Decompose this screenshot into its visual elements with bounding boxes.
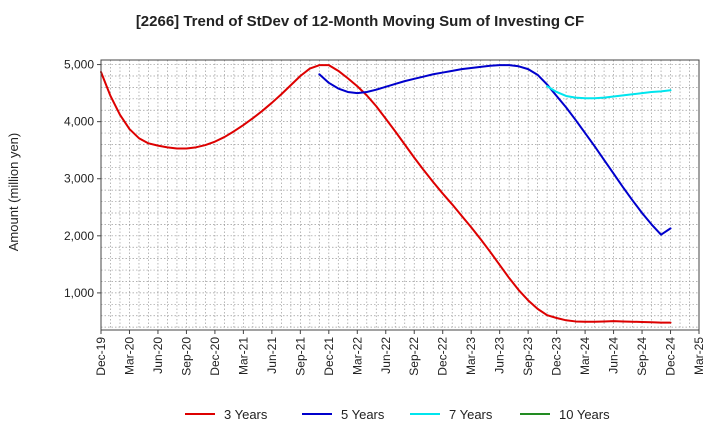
y-tick-label: 1,000 (64, 286, 94, 300)
x-tick-label: Dec-19 (94, 337, 108, 376)
y-tick-label: 5,000 (64, 58, 94, 72)
x-tick-label: Mar-20 (122, 337, 136, 375)
series-layer (100, 64, 672, 324)
y-tick-label: 4,000 (64, 115, 94, 129)
y-axis-label: Amount (million yen) (6, 133, 21, 252)
legend-label: 10 Years (559, 407, 610, 422)
x-tick-label: Mar-21 (236, 337, 250, 375)
x-tick-label: Jun-22 (379, 337, 393, 374)
x-tick-label: Mar-23 (464, 337, 478, 375)
x-tick-label: Dec-24 (664, 337, 678, 376)
series-line-3-years (100, 64, 672, 324)
grid-layer (101, 60, 699, 330)
x-tick-label: Jun-21 (265, 337, 279, 374)
x-tick-label: Dec-23 (550, 337, 564, 376)
legend-label: 3 Years (224, 407, 268, 422)
chart-title: [2266] Trend of StDev of 12-Month Moving… (136, 13, 584, 30)
x-tick-label: Dec-22 (436, 337, 450, 376)
series-line-7-years (546, 85, 672, 100)
series-line-5-years (318, 64, 672, 236)
x-tick-label: Jun-24 (607, 337, 621, 374)
x-tick-label: Jun-20 (151, 337, 165, 374)
x-tick-label: Sep-24 (635, 337, 649, 376)
x-tick-label: Sep-21 (293, 337, 307, 376)
x-tick-label: Jun-23 (493, 337, 507, 374)
y-axis: 1,000 2,000 3,000 4,000 5,000 (64, 58, 101, 300)
x-tick-label: Mar-24 (578, 337, 592, 375)
x-tick-label: Dec-20 (208, 337, 222, 376)
y-tick-label: 3,000 (64, 172, 94, 186)
x-tick-label: Dec-21 (322, 337, 336, 376)
x-tick-label: Mar-25 (692, 337, 706, 375)
y-tick-label: 2,000 (64, 229, 94, 243)
legend: 3 Years 5 Years 7 Years 10 Years (185, 407, 610, 422)
legend-label: 5 Years (341, 407, 385, 422)
legend-label: 7 Years (449, 407, 493, 422)
x-tick-label: Sep-20 (179, 337, 193, 376)
x-axis: Dec-19 Mar-20 Jun-20 Sep-20 Dec-20 Mar-21 Jun-… (94, 330, 706, 376)
x-tick-label: Mar-22 (350, 337, 364, 375)
x-tick-label: Sep-22 (407, 337, 421, 376)
x-tick-label: Sep-23 (521, 337, 535, 376)
plot-frame (100, 59, 700, 331)
